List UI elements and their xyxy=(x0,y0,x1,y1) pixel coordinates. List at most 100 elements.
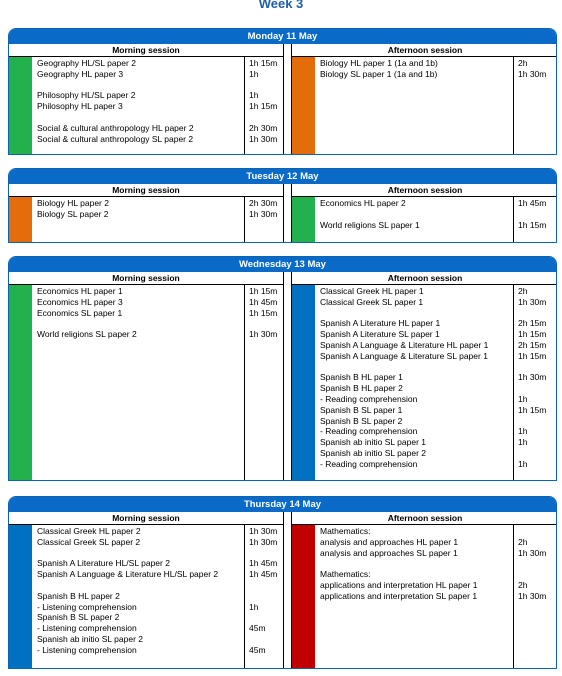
exam-subject: Spanish ab initio SL paper 2 xyxy=(37,633,144,644)
exam-row: Geography HL paper 3 1h xyxy=(37,69,283,80)
exam-row: World religions SL paper 2 1h 30m xyxy=(37,329,283,340)
session-color-bar xyxy=(9,285,32,480)
exam-duration: 45m xyxy=(249,644,266,655)
exam-row: Classical Greek HL paper 2 1h 30m xyxy=(37,526,283,537)
exam-row: analysis and approaches HL paper 1 2h xyxy=(320,536,556,548)
session-color-bar xyxy=(292,285,315,480)
exam-duration: 1h xyxy=(249,601,259,612)
spacer xyxy=(320,362,556,373)
exam-subject: Spanish ab initio SL paper 1 xyxy=(320,437,427,448)
exam-subject: Spanish A Language & Literature HL/SL pa… xyxy=(37,569,219,580)
exam-subject: Biology HL paper 2 xyxy=(37,198,109,208)
exam-subject: Classical Greek HL paper 1 xyxy=(320,286,424,296)
exam-subject: Philosophy HL/SL paper 2 xyxy=(37,90,136,101)
exam-duration: 1h 15m xyxy=(249,58,278,68)
exam-row: applications and interpretation HL paper… xyxy=(320,579,556,591)
exam-subject: Biology HL paper 1 (1a and 1b) xyxy=(320,58,438,68)
afternoon-session: Afternoon session Classical Greek HL pape… xyxy=(291,272,556,480)
exam-duration: 1h xyxy=(249,68,259,79)
exam-subject: Spanish B SL paper 2 xyxy=(37,612,120,623)
exam-row: Economics HL paper 2 1h 45m xyxy=(320,198,556,209)
exam-duration: 1h 15m xyxy=(518,219,547,230)
exam-subject: Spanish B HL paper 2 xyxy=(37,590,120,601)
exam-subject: Classical Greek SL paper 1 xyxy=(320,296,424,307)
duration-column xyxy=(513,525,514,668)
exam-subject: - Listening comprehension xyxy=(37,644,137,655)
session-heading: Afternoon session xyxy=(292,512,556,525)
duration-column xyxy=(513,197,514,242)
exam-subject: applications and interpretation HL paper… xyxy=(320,579,478,590)
exam-row: - Reading comprehension 1h xyxy=(320,426,556,437)
exam-duration: 2h 15m xyxy=(518,318,547,329)
exam-row: applications and interpretation SL paper… xyxy=(320,591,556,602)
exam-duration: 1h 15m xyxy=(518,404,547,415)
exam-row: Spanish A Language & Literature SL paper… xyxy=(320,350,556,362)
exam-row: Classical Greek HL paper 1 2h xyxy=(320,286,556,297)
exam-list: Mathematics: analysis and approaches HL p… xyxy=(320,526,556,602)
duration-column xyxy=(513,57,514,154)
exam-row: Spanish B SL paper 1 1h 15m xyxy=(320,404,556,416)
exam-subject: World religions SL paper 1 xyxy=(320,219,420,230)
exam-duration: 1h 30m xyxy=(518,547,547,558)
exam-list: Biology HL paper 1 (1a and 1b) 2h Biology … xyxy=(320,58,556,80)
exam-row: Classical Greek SL paper 1 1h 30m xyxy=(320,296,556,308)
day-header: Tuesday 12 May xyxy=(9,169,556,184)
exam-duration: 1h 45m xyxy=(249,558,278,569)
duration-column xyxy=(244,285,245,480)
exam-subject: analysis and approaches HL paper 1 xyxy=(320,536,459,547)
exam-row: Economics HL paper 3 1h 45m xyxy=(37,297,283,308)
afternoon-session: Afternoon session Biology HL paper 1 (1a … xyxy=(291,44,556,154)
exam-subject: World religions SL paper 2 xyxy=(37,329,137,340)
exam-subject: Spanish B SL paper 1 xyxy=(320,404,403,415)
exam-duration: 1h 30m xyxy=(249,208,278,219)
exam-subject: - Reading comprehension xyxy=(320,458,418,469)
exam-subject: - Reading comprehension xyxy=(320,426,418,437)
session-heading: Morning session xyxy=(9,272,283,285)
exam-subject: Classical Greek HL paper 2 xyxy=(37,526,141,536)
exam-duration: 2h xyxy=(518,536,528,547)
exam-row: - Reading comprehension 1h xyxy=(320,393,556,405)
exam-duration: 1h xyxy=(518,437,528,448)
exam-duration: 1h 15m xyxy=(249,286,278,296)
exam-duration: 1h xyxy=(518,458,528,469)
exam-subject: Mathematics: xyxy=(320,569,371,580)
exam-subject: Spanish ab initio SL paper 2 xyxy=(320,447,427,458)
exam-subject: Spanish B SL paper 2 xyxy=(320,415,403,426)
exam-row: - Listening comprehension 1h xyxy=(37,602,283,613)
morning-session: Morning session Geography HL/SL paper 2 1h… xyxy=(9,44,284,154)
exam-duration: 45m xyxy=(249,623,266,634)
exam-row: World religions SL paper 1 1h 15m xyxy=(320,219,556,231)
exam-list: Geography HL/SL paper 2 1h 15m Geography H… xyxy=(37,58,283,144)
exam-row: Spanish ab initio SL paper 1 1h xyxy=(320,437,556,448)
exam-row: - Reading comprehension 1h xyxy=(320,458,556,470)
exam-subject: - Reading comprehension xyxy=(320,393,418,404)
exam-duration: 1h 15m xyxy=(518,350,547,361)
exam-duration: 1h xyxy=(518,426,528,437)
spacer xyxy=(37,112,283,123)
exam-row: Biology HL paper 1 (1a and 1b) 2h xyxy=(320,58,556,69)
exam-row: Spanish B SL paper 2 xyxy=(320,415,556,427)
exam-subject: Economics HL paper 3 xyxy=(37,296,123,307)
session-color-bar xyxy=(292,197,315,242)
spacer xyxy=(320,308,556,319)
session-heading: Afternoon session xyxy=(292,272,556,285)
exam-subject: Spanish A Language & Literature SL paper… xyxy=(320,350,488,361)
session-heading: Morning session xyxy=(9,512,283,525)
exam-subject: Biology SL paper 1 (1a and 1b) xyxy=(320,68,438,79)
exam-row: Social & cultural anthropology SL paper … xyxy=(37,134,283,145)
exam-list: Economics HL paper 2 1h 45m World religion… xyxy=(320,198,556,231)
afternoon-session: Afternoon session Mathematics: analysis an… xyxy=(291,512,556,668)
exam-row: Philosophy HL paper 3 1h 15m xyxy=(37,101,283,112)
exam-list: Classical Greek HL paper 1 2h Classical Gr… xyxy=(320,286,556,470)
day-block: Monday 11 May Morning session Geography HL… xyxy=(8,28,557,155)
exam-duration: 1h 15m xyxy=(249,101,278,112)
exam-duration: 1h 45m xyxy=(249,569,278,580)
duration-column xyxy=(244,525,245,668)
exam-duration: 2h xyxy=(518,579,528,590)
exam-row: - Listening comprehension 45m xyxy=(37,645,283,656)
day-header: Monday 11 May xyxy=(9,29,556,44)
day-block: Thursday 14 May Morning session Classical … xyxy=(8,496,557,669)
exam-duration: 2h 30m xyxy=(249,198,278,208)
exam-subject: Economics SL paper 1 xyxy=(37,307,123,318)
exam-subject: - Listening comprehension xyxy=(37,601,137,612)
